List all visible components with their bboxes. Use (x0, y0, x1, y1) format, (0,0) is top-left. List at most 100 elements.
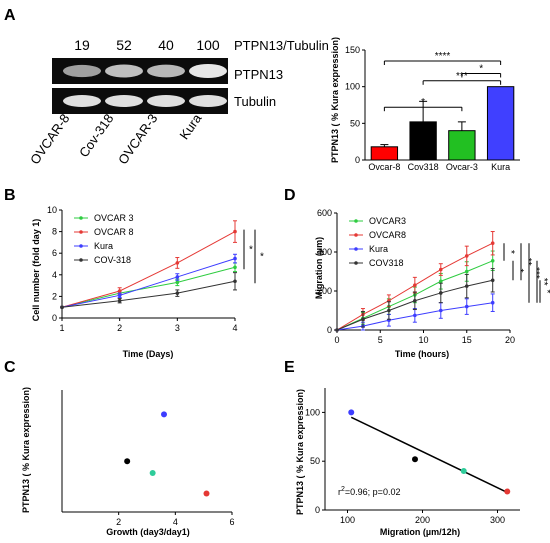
chart-b-ylabel: Cell number (fold day 1) (31, 219, 41, 322)
chart-a-bar (370, 146, 399, 161)
blot-lane-label: OVCAR-8 (27, 111, 72, 167)
chart-d-legend-label: Kura (369, 244, 388, 254)
chart-b-ytick-label: 6 (52, 248, 57, 258)
blot-band (63, 64, 101, 78)
chart-d-xtick-label: 20 (505, 335, 515, 345)
chart-b-point (60, 305, 64, 310)
chart-d-point (490, 258, 495, 263)
blot-number: 52 (116, 37, 132, 53)
chart-b-legend-label: OVCAR 3 (94, 213, 134, 223)
chart-b-legend-marker (79, 216, 83, 220)
chart-c-xtick-label: 4 (173, 517, 178, 527)
blot-band-label-ptpn13: PTPN13 (234, 67, 283, 82)
chart-c-point (161, 411, 167, 418)
chart-b-sig-label: * (249, 244, 253, 255)
chart-d-ylabel: Migration (µm) (314, 237, 324, 299)
blot-band-label-tubulin: Tubulin (234, 94, 276, 109)
chart-c-xtick-label: 2 (116, 517, 121, 527)
chart-e-annotation: r2=0.96; p=0.02 (338, 486, 400, 497)
chart-d-point (490, 241, 495, 246)
chart-d-point (439, 308, 443, 313)
chart-b-series-line (61, 258, 236, 308)
chart-a-ytick-label: 0 (355, 155, 360, 165)
blot-band (105, 95, 143, 107)
chart-e-xlabel: Migration (µm/12h) (380, 527, 460, 537)
chart-d-point (464, 269, 469, 274)
blot-number: 100 (196, 37, 220, 53)
chart-d-point (439, 291, 443, 295)
chart-e-point (504, 488, 511, 495)
blot-ratio-label: PTPN13/Tubulin (234, 38, 329, 53)
chart-a-bar (448, 130, 476, 161)
chart-d-point (439, 267, 443, 272)
chart-a-category-label: Ovcar-3 (446, 162, 478, 172)
chart-d-point (439, 279, 443, 284)
chart-c-point (203, 490, 210, 497)
chart-d-sig-label: * (541, 290, 550, 294)
chart-d-point (335, 328, 339, 332)
chart-d-point (490, 300, 495, 305)
chart-d-legend-label: OVCAR3 (369, 216, 406, 226)
chart-b-point (233, 256, 237, 261)
chart-d-xtick-label: 15 (462, 335, 472, 345)
chart-e-ytick-label: 0 (315, 505, 320, 515)
blot-number: 19 (74, 37, 90, 53)
chart-b-xtick-label: 4 (232, 323, 237, 333)
chart-b-series-line (61, 266, 236, 308)
chart-b-series-line (61, 231, 236, 308)
chart-d-point (413, 313, 417, 318)
chart-a-sig-label: * (421, 97, 425, 108)
chart-a-category-label: Ovcar-8 (368, 162, 400, 172)
blot-band (63, 95, 101, 107)
chart-d-legend-marker (354, 233, 358, 237)
chart-d-point (464, 304, 469, 309)
chart-d-xtick-label: 10 (418, 335, 428, 345)
chart-b-point (175, 261, 180, 265)
chart-b-ytick-label: 10 (47, 205, 57, 215)
chart-c-xlabel: Growth (day3/day1) (106, 527, 190, 537)
chart-b-ytick-label: 8 (52, 227, 57, 237)
chart-e-xtick-label: 300 (490, 515, 505, 525)
panel-letter-e: E (284, 359, 295, 376)
chart-b-ytick-label: 2 (52, 291, 57, 301)
chart-d-legend-label: COV318 (369, 258, 404, 268)
blot-lane-label: Kura (176, 110, 204, 142)
chart-e-ylabel: PTPN13 ( % Kura expression) (295, 389, 305, 515)
chart-e-ytick-label: 50 (310, 456, 320, 466)
panel-letter-d: D (284, 187, 296, 204)
chart-b-legend-label: Kura (94, 241, 113, 251)
chart-b-legend-label: OVCAR 8 (94, 227, 134, 237)
chart-a-bar (486, 86, 515, 161)
chart-b-xtick-label: 3 (175, 323, 180, 333)
panel-letter-c: C (4, 359, 16, 376)
chart-d-point (413, 298, 417, 303)
chart-b-sig-label: * (260, 251, 264, 262)
chart-d-xtick-label: 0 (334, 335, 339, 345)
panel-letter-a: A (4, 7, 16, 24)
chart-b-point (233, 265, 237, 270)
chart-d-ytick-label: 600 (317, 208, 332, 218)
chart-d-sig-label: ** (538, 278, 549, 286)
chart-c-point (124, 458, 131, 465)
chart-a-sig-label: * (479, 63, 483, 74)
chart-b-xtick-label: 2 (117, 323, 122, 333)
chart-e-xtick-label: 100 (340, 515, 355, 525)
chart-d-ytick-label: 400 (317, 247, 332, 257)
chart-c-xtick-label: 6 (229, 517, 234, 527)
chart-b-legend-marker (79, 230, 83, 234)
chart-d-point (490, 278, 495, 283)
chart-a-ytick-label: 100 (345, 82, 360, 92)
chart-c-point (149, 469, 156, 476)
chart-b-point (175, 291, 180, 295)
chart-d-legend-marker (354, 247, 358, 251)
chart-b-point (117, 298, 122, 303)
chart-d-point (387, 308, 391, 313)
chart-b-ytick-label: 4 (52, 270, 57, 280)
chart-d-legend-marker (354, 261, 358, 265)
chart-d-sig-label: * (505, 250, 516, 254)
blot-lane-label: OVCAR-3 (115, 111, 160, 167)
blot-number: 40 (158, 37, 174, 53)
chart-b-legend-marker (79, 258, 83, 262)
chart-b-point (233, 229, 237, 234)
